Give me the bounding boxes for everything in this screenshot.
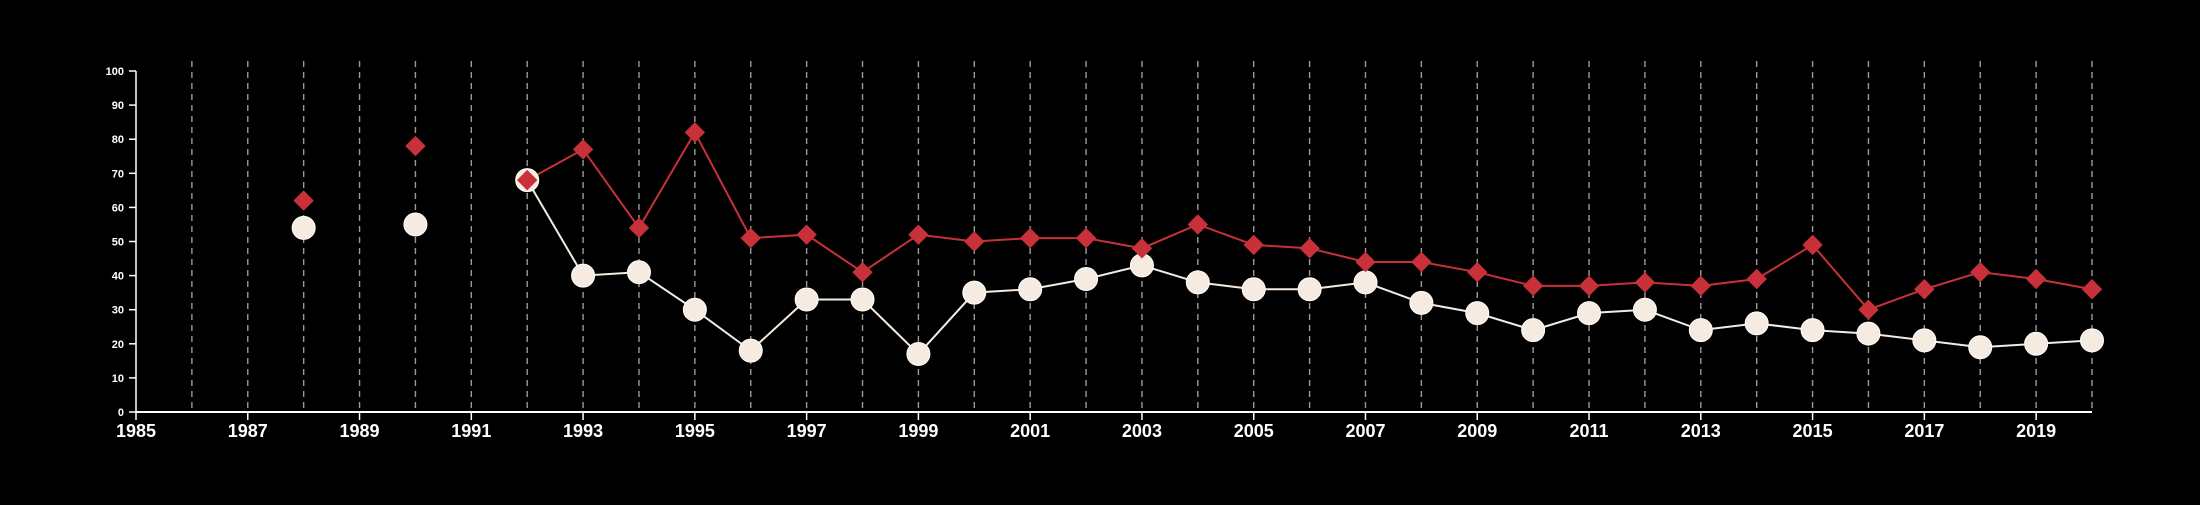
x-tick-label-1991: 1991 (451, 421, 491, 441)
diamond-point-2006 (1299, 238, 1320, 259)
diamond-point-2016 (1858, 299, 1879, 320)
diamond-point-2012 (1634, 272, 1656, 293)
circle-point-2000 (962, 280, 987, 305)
circle-point-2019 (2024, 331, 2049, 356)
diamond-point-2002 (1075, 227, 1097, 249)
circle-point-2007 (1353, 270, 1378, 295)
y-tick-label-70: 70 (112, 168, 124, 180)
diamond-point-2005 (1243, 234, 1264, 256)
x-tick-label-2005: 2005 (1234, 421, 1274, 441)
circle-point-2013 (1688, 318, 1713, 343)
circle-point-1988 (291, 215, 316, 240)
circle-point-2015 (1800, 318, 1825, 343)
diamond-point-2014 (1746, 268, 1767, 290)
diamond-point-1996 (740, 227, 761, 249)
diamond-point-2008 (1411, 251, 1432, 273)
x-tick-label-1995: 1995 (675, 421, 715, 441)
diamond-point-2011 (1578, 275, 1600, 297)
circle-point-1995 (682, 297, 707, 322)
diamond-point-2003 (1131, 238, 1153, 259)
circle-point-2014 (1744, 311, 1769, 336)
diamond-point-2001 (1019, 227, 1041, 249)
y-tick-label-10: 10 (112, 373, 124, 385)
circle-point-2002 (1074, 267, 1099, 292)
diamond-point-2020 (2081, 279, 2103, 300)
circle-point-2001 (1018, 277, 1043, 302)
x-tick-label-2003: 2003 (1122, 421, 1162, 441)
circle-point-1999 (906, 342, 931, 367)
diamond-point-2013 (1690, 275, 1712, 297)
x-tick-label-1993: 1993 (563, 421, 603, 441)
y-tick-label-90: 90 (112, 100, 124, 112)
x-tick-label-2001: 2001 (1010, 421, 1050, 441)
x-tick-label-2015: 2015 (1793, 421, 1833, 441)
y-tick-label-20: 20 (112, 339, 124, 351)
circle-point-2010 (1521, 318, 1546, 343)
diamond-point-1992 (516, 169, 538, 191)
grid-layer (191, 61, 2093, 412)
diamond-point-1999 (908, 224, 929, 245)
circle-point-2017 (1912, 328, 1937, 353)
circle-point-1994 (626, 260, 651, 285)
diamond-point-1997 (796, 224, 817, 245)
diamond-point-2010 (1522, 275, 1544, 297)
circle-point-2016 (1856, 321, 1881, 346)
diamond-point-1990 (405, 135, 426, 157)
diamond-point-1994 (628, 217, 650, 239)
circle-point-1996 (738, 338, 763, 363)
diamond-point-2000 (964, 231, 985, 252)
x-tick-label-2019: 2019 (2016, 421, 2056, 441)
circle-point-2011 (1577, 301, 1602, 326)
y-tick-label-0: 0 (118, 407, 124, 419)
x-tick-label-2007: 2007 (1345, 421, 1385, 441)
circle-point-1998 (850, 287, 875, 312)
circle-point-2004 (1185, 270, 1210, 295)
circle-point-2008 (1409, 290, 1434, 315)
diamond-point-2004 (1187, 214, 1209, 235)
diamond-point-2015 (1802, 234, 1823, 256)
circle-point-2006 (1297, 277, 1322, 302)
diamond-point-1998 (852, 261, 873, 283)
x-tick-label-2011: 2011 (1569, 421, 1608, 441)
axis-layer: 0 10 20 30 40 50 60 70 80 90 100 1985 1987 1989 1991 19… (106, 66, 2092, 441)
diamond-point-2017 (1914, 279, 1935, 300)
y-tick-label-100: 100 (106, 66, 124, 78)
diamond-point-2018 (1970, 261, 1991, 283)
x-tick-label-1985: 1985 (116, 421, 156, 441)
circle-point-2018 (1968, 335, 1993, 360)
circle-point-2005 (1241, 277, 1266, 302)
y-tick-label-60: 60 (112, 202, 124, 214)
circle-point-2020 (2080, 328, 2104, 353)
circle-point-2009 (1465, 301, 1490, 326)
y-tick-label-30: 30 (112, 305, 124, 317)
y-tick-label-80: 80 (112, 134, 124, 146)
circle-point-1997 (794, 287, 819, 312)
y-tick-label-40: 40 (112, 271, 124, 283)
circle-point-2012 (1632, 297, 1657, 322)
x-tick-label-1999: 1999 (898, 421, 938, 441)
circle-point-1993 (571, 263, 596, 288)
diamond-point-1995 (684, 122, 706, 143)
x-tick-label-2009: 2009 (1457, 421, 1497, 441)
diamond-point-1988 (293, 190, 314, 211)
x-tick-label-1987: 1987 (228, 421, 268, 441)
marker-layer (291, 122, 2104, 367)
circle-point-1990 (403, 212, 428, 237)
x-tick-label-1997: 1997 (787, 421, 827, 441)
x-tick-label-1989: 1989 (340, 421, 380, 441)
diamond-point-2007 (1355, 251, 1376, 273)
diamond-point-2019 (2025, 268, 2047, 290)
diamond-point-1993 (572, 139, 594, 160)
diamond-point-2009 (1467, 261, 1488, 283)
y-tick-label-50: 50 (112, 237, 124, 249)
x-tick-label-2017: 2017 (1904, 421, 1944, 441)
x-tick-label-2013: 2013 (1681, 421, 1721, 441)
